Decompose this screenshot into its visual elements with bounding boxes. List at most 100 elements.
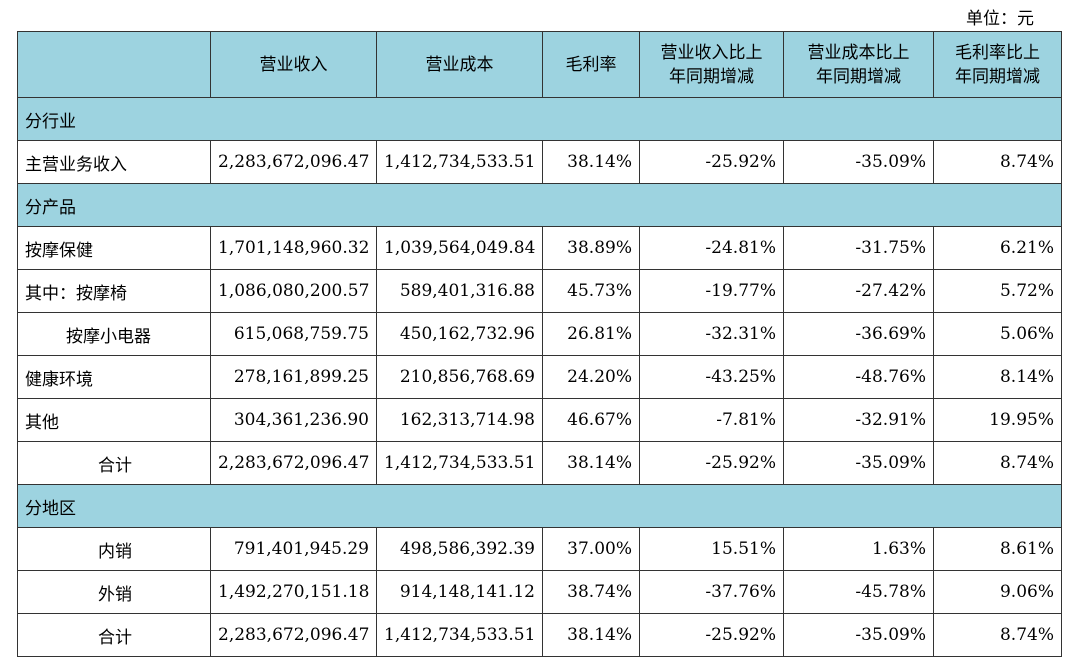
row-label: 健康环境 bbox=[17, 355, 211, 399]
row-label: 主营业务收入 bbox=[17, 140, 211, 184]
table-cell: 1,412,734,533.51 bbox=[376, 441, 543, 485]
table-row: 内销 791,401,945.29 498,586,392.39 37.00% 15.5… bbox=[17, 527, 1062, 571]
table-cell: 450,162,732.96 bbox=[376, 312, 543, 356]
table-row: 健康环境 278,161,899.25 210,856,768.69 24.20% -4… bbox=[17, 355, 1062, 399]
table-cell: -32.91% bbox=[783, 398, 934, 442]
row-label: 按摩小电器 bbox=[17, 312, 211, 356]
table-cell: -7.81% bbox=[639, 398, 784, 442]
table-cell: 162,313,714.98 bbox=[376, 398, 543, 442]
table-cell: 19.95% bbox=[933, 398, 1062, 442]
table-cell: -25.92% bbox=[639, 613, 784, 657]
column-header-text: 年同期增减 bbox=[816, 66, 901, 87]
table-cell: 2,283,672,096.47 bbox=[210, 140, 377, 184]
table-cell: 1,039,564,049.84 bbox=[376, 226, 543, 270]
table-body: 分行业 主营业务收入 2,283,672,096.47 1,412,734,533.5… bbox=[17, 97, 1062, 657]
section-row: 分地区 bbox=[17, 484, 1062, 528]
table-cell: 9.06% bbox=[933, 570, 1062, 614]
column-header: 毛利率 bbox=[542, 31, 640, 98]
table-row: 外销 1,492,270,151.18 914,148,141.12 38.74% -3… bbox=[17, 570, 1062, 614]
column-header-text: 年同期增减 bbox=[955, 66, 1040, 87]
table-cell: 8.61% bbox=[933, 527, 1062, 571]
column-header: 营业成本比上 年同期增减 bbox=[783, 31, 934, 98]
table-cell: 24.20% bbox=[542, 355, 640, 399]
section-row: 分产品 bbox=[17, 183, 1062, 227]
table-row: 主营业务收入 2,283,672,096.47 1,412,734,533.51 38… bbox=[17, 140, 1062, 184]
unit-label: 单位：元 bbox=[966, 9, 1034, 29]
table-cell: 8.74% bbox=[933, 140, 1062, 184]
table-cell: 2,283,672,096.47 bbox=[210, 613, 377, 657]
table-cell: -24.81% bbox=[639, 226, 784, 270]
table-cell: 1.63% bbox=[783, 527, 934, 571]
table-cell: 8.14% bbox=[933, 355, 1062, 399]
table-cell: 304,361,236.90 bbox=[210, 398, 377, 442]
table-cell: 15.51% bbox=[639, 527, 784, 571]
table-cell: 26.81% bbox=[542, 312, 640, 356]
table-cell: -35.09% bbox=[783, 441, 934, 485]
table-row: 按摩保健 1,701,148,960.32 1,039,564,049.84 38.8… bbox=[17, 226, 1062, 270]
revenue-breakdown-table: 营业收入 营业成本 毛利率 营业收入比上 年同期增减 营业成本比上 年同期增减 毛利率比上 年同… bbox=[17, 31, 1062, 657]
table-cell: -36.69% bbox=[783, 312, 934, 356]
row-label: 内销 bbox=[17, 527, 211, 571]
table-cell: -32.31% bbox=[639, 312, 784, 356]
table-cell: 5.06% bbox=[933, 312, 1062, 356]
row-label: 外销 bbox=[17, 570, 211, 614]
table-cell: -25.92% bbox=[639, 441, 784, 485]
table-cell: 5.72% bbox=[933, 269, 1062, 313]
table-cell: 1,412,734,533.51 bbox=[376, 613, 543, 657]
section-row: 分行业 bbox=[17, 97, 1062, 141]
column-header-text: 毛利率 bbox=[565, 54, 617, 75]
table-cell: 210,856,768.69 bbox=[376, 355, 543, 399]
table-cell: 791,401,945.29 bbox=[210, 527, 377, 571]
row-label: 合计 bbox=[17, 441, 211, 485]
section-label: 分地区 bbox=[17, 484, 1062, 528]
column-header-text: 营业成本比上 bbox=[807, 42, 910, 63]
section-label: 分产品 bbox=[17, 183, 1062, 227]
table-cell: -19.77% bbox=[639, 269, 784, 313]
row-label: 其他 bbox=[17, 398, 211, 442]
section-label: 分行业 bbox=[17, 97, 1062, 141]
column-header-text: 营业收入比上 bbox=[660, 42, 763, 63]
table-row: 其中：按摩椅 1,086,080,200.57 589,401,316.88 45.7… bbox=[17, 269, 1062, 313]
column-header: 营业成本 bbox=[376, 31, 543, 98]
table-cell: 278,161,899.25 bbox=[210, 355, 377, 399]
row-label: 按摩保健 bbox=[17, 226, 211, 270]
table-cell: 46.67% bbox=[542, 398, 640, 442]
table-cell: 1,412,734,533.51 bbox=[376, 140, 543, 184]
table-cell: 6.21% bbox=[933, 226, 1062, 270]
row-label: 合计 bbox=[17, 613, 211, 657]
table-cell: -48.76% bbox=[783, 355, 934, 399]
table-cell: -43.25% bbox=[639, 355, 784, 399]
table-cell: 38.14% bbox=[542, 140, 640, 184]
table-cell: -25.92% bbox=[639, 140, 784, 184]
table-cell: 1,492,270,151.18 bbox=[210, 570, 377, 614]
column-header-text: 营业成本 bbox=[425, 54, 494, 75]
table-cell: -31.75% bbox=[783, 226, 934, 270]
table-cell: 2,283,672,096.47 bbox=[210, 441, 377, 485]
table-cell: 8.74% bbox=[933, 613, 1062, 657]
table-cell: -35.09% bbox=[783, 140, 934, 184]
table-cell: 38.14% bbox=[542, 613, 640, 657]
table-cell: 8.74% bbox=[933, 441, 1062, 485]
row-label: 其中：按摩椅 bbox=[17, 269, 211, 313]
table-cell: 914,148,141.12 bbox=[376, 570, 543, 614]
table-cell: 38.89% bbox=[542, 226, 640, 270]
table-cell: 38.14% bbox=[542, 441, 640, 485]
table-row: 合计 2,283,672,096.47 1,412,734,533.51 38.14%… bbox=[17, 441, 1062, 485]
table-cell: 615,068,759.75 bbox=[210, 312, 377, 356]
column-header-text: 年同期增减 bbox=[669, 66, 754, 87]
column-header-text: 营业收入 bbox=[259, 54, 328, 75]
table-cell: 45.73% bbox=[542, 269, 640, 313]
table-row: 其他 304,361,236.90 162,313,714.98 46.67% -7.8… bbox=[17, 398, 1062, 442]
table-cell: -27.42% bbox=[783, 269, 934, 313]
column-header: 毛利率比上年同期增减 bbox=[933, 31, 1062, 98]
table-cell: 498,586,392.39 bbox=[376, 527, 543, 571]
column-header: 营业收入比上 年同期增减 bbox=[639, 31, 784, 98]
table-cell: -45.78% bbox=[783, 570, 934, 614]
table-row: 按摩小电器 615,068,759.75 450,162,732.96 26.81% -… bbox=[17, 312, 1062, 356]
table-cell: 1,086,080,200.57 bbox=[210, 269, 377, 313]
table-header-row: 营业收入 营业成本 毛利率 营业收入比上 年同期增减 营业成本比上 年同期增减 毛利率比上 年同… bbox=[17, 31, 1062, 98]
table-cell: -35.09% bbox=[783, 613, 934, 657]
column-header-text: 毛利率比上 bbox=[955, 42, 1040, 63]
table-cell: 37.00% bbox=[542, 527, 640, 571]
column-header bbox=[17, 31, 211, 98]
